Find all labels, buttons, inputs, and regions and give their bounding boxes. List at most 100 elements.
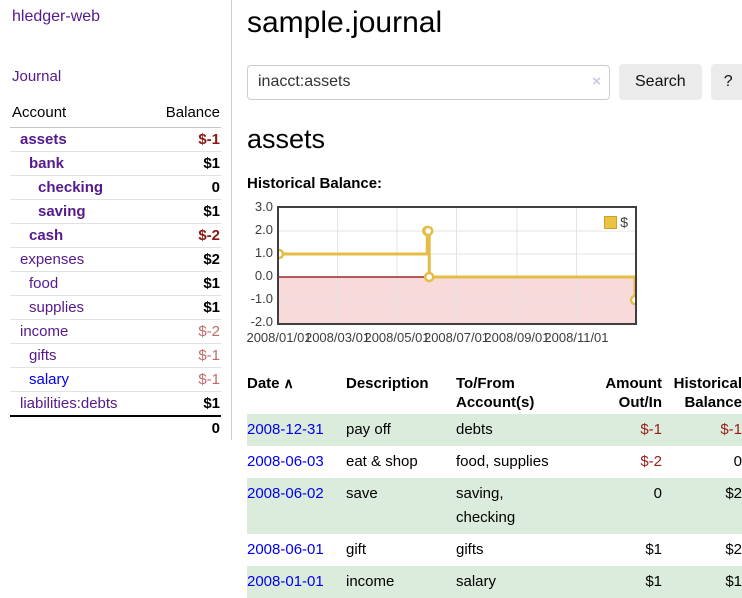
sidebar: hledger-web Journal Account Balance asse… [0,0,232,440]
transaction-balance: 0 [733,453,742,470]
balance-row: checking 0 [10,175,221,200]
account-balance: $-1 [147,367,221,392]
balance-row: gifts $-1 [10,343,221,368]
transaction-date-link[interactable]: 2008-06-01 [247,541,324,558]
transaction-description: eat & shop [346,453,418,470]
account-link-checking[interactable]: checking [38,179,104,196]
account-link-salary[interactable]: salary [29,371,70,388]
chart-title: Historical Balance: [247,175,383,192]
transaction-balance: $1 [725,573,742,590]
transaction-balance: $2 [725,541,742,558]
balance-total-row: 0 [10,415,221,440]
transaction-date-link[interactable]: 2008-06-03 [247,453,324,470]
transaction-date-link[interactable]: 2008-06-02 [247,485,324,502]
balance-column-header: Balance [147,101,221,128]
account-link-supplies[interactable]: supplies [29,299,85,316]
account-balance: $1 [147,391,221,417]
balance-row: expenses $2 [10,247,221,272]
account-balance: $-1 [147,343,221,368]
transaction-amount: $-1 [640,421,662,438]
balance-row: saving $1 [10,199,221,224]
chart-x-tick-label: 2008/05/01 [364,330,430,345]
chart-x-tick-label: 2008/07/01 [423,330,490,345]
account-balance: $1 [147,199,221,224]
account-balance: $-2 [147,223,221,248]
description-column-header: Description [346,375,429,392]
balance-total-value: 0 [147,415,221,440]
chart-y-tick-label: 2.0 [254,222,273,237]
amount-column-header: Amount Out/In [605,375,662,411]
transaction-balance: $2 [725,485,742,502]
transaction-date-link[interactable]: 2008-12-31 [247,421,324,438]
balance-row: food $1 [10,271,221,296]
account-link-bank[interactable]: bank [29,155,65,172]
chart-x-tick-label: 2008/09/01 [484,330,550,345]
transaction-description: pay off [346,421,391,438]
account-column-header: Account [10,101,148,128]
balance-column-header-main: Historical Balance [673,375,742,411]
transaction-amount: $-2 [640,453,662,470]
transaction-amount: 0 [653,485,662,502]
chart-x-tick-label: 2008/01/01 [246,330,312,345]
register-table: Date ∧ Description To/From Account(s) Amo… [247,372,742,598]
account-balance: $2 [147,247,221,272]
sidebar-item-journal[interactable]: Journal [12,68,62,85]
search-input[interactable] [247,64,610,100]
account-link-expenses[interactable]: expenses [20,251,85,268]
sort-ascending-icon: ∧ [283,375,294,391]
balance-row: income $-2 [10,319,221,344]
date-column-header[interactable]: Date ∧ [247,375,294,392]
account-link-liabilities-debts[interactable]: liabilities:debts [20,395,118,412]
chart-y-tick-label: 1.0 [254,245,273,260]
chart-x-tick-label: 2008/11/01 [544,330,609,345]
account-balance: 0 [147,175,221,200]
account-link-assets[interactable]: assets [20,131,67,148]
chart-x-tick-label: 2008/03/01 [304,330,371,345]
transaction-accounts: gifts [456,541,484,558]
transaction-row: 2008-06-02 save saving, checking 0 $2 [247,478,742,534]
app-title-link[interactable]: hledger-web [12,8,101,25]
search-bar: × Search ? [247,64,742,100]
transaction-description: income [346,573,395,590]
transaction-row: 2008-01-01 income salary $1 $1 [247,566,742,598]
account-balance: $-1 [147,127,221,152]
chart-y-tick-label: 3.0 [254,199,273,214]
chart-y-tick-label: -2.0 [250,314,273,329]
account-link-income[interactable]: income [20,323,69,340]
account-balance: $1 [147,151,221,176]
account-link-food[interactable]: food [29,275,59,292]
transaction-row: 2008-12-31 pay off debts $-1 $-1 [247,414,742,446]
legend-label: $ [620,214,628,230]
balance-row: liabilities:debts $1 [10,391,221,417]
chart-canvas [279,208,635,323]
account-link-cash[interactable]: cash [29,227,64,244]
page-title: sample.journal [247,6,443,39]
transaction-accounts: salary [456,573,497,590]
transaction-accounts: debts [456,421,493,438]
balance-chart[interactable]: $ 3.0 2.0 1.0 0.0 -1.0 -2.0 2008/01/01 2008/03/… [246,199,647,350]
account-balance: $-2 [147,319,221,344]
chart-y-tick-label: 0.0 [254,268,273,283]
clear-search-icon[interactable]: × [592,72,601,90]
balance-row: cash $-2 [10,223,221,248]
transaction-row: 2008-06-01 gift gifts $1 $2 [247,534,742,566]
balance-row: bank $1 [10,151,221,176]
account-link-gifts[interactable]: gifts [29,347,57,364]
chart-plot-area[interactable]: $ [277,206,637,325]
sidebar-balance-table: Account Balance assets $-1 bank $1 checking 0… [10,101,221,440]
transaction-row: 2008-06-03 eat & shop food, supplies $-2 0 [247,446,742,478]
balance-row: salary $-1 [10,367,221,392]
transaction-amount: $1 [645,573,662,590]
transaction-balance: $-1 [720,421,742,438]
account-balance: $1 [147,295,221,320]
help-button[interactable]: ? [710,64,742,100]
search-button[interactable]: Search [619,64,702,100]
account-balance: $1 [147,271,221,296]
account-link-saving[interactable]: saving [38,203,86,220]
account-heading: assets [247,124,326,154]
transaction-accounts: food, supplies [456,453,549,470]
transaction-accounts: saving, checking [456,485,516,526]
transaction-description: gift [346,541,367,558]
chart-y-tick-label: -1.0 [250,291,273,306]
